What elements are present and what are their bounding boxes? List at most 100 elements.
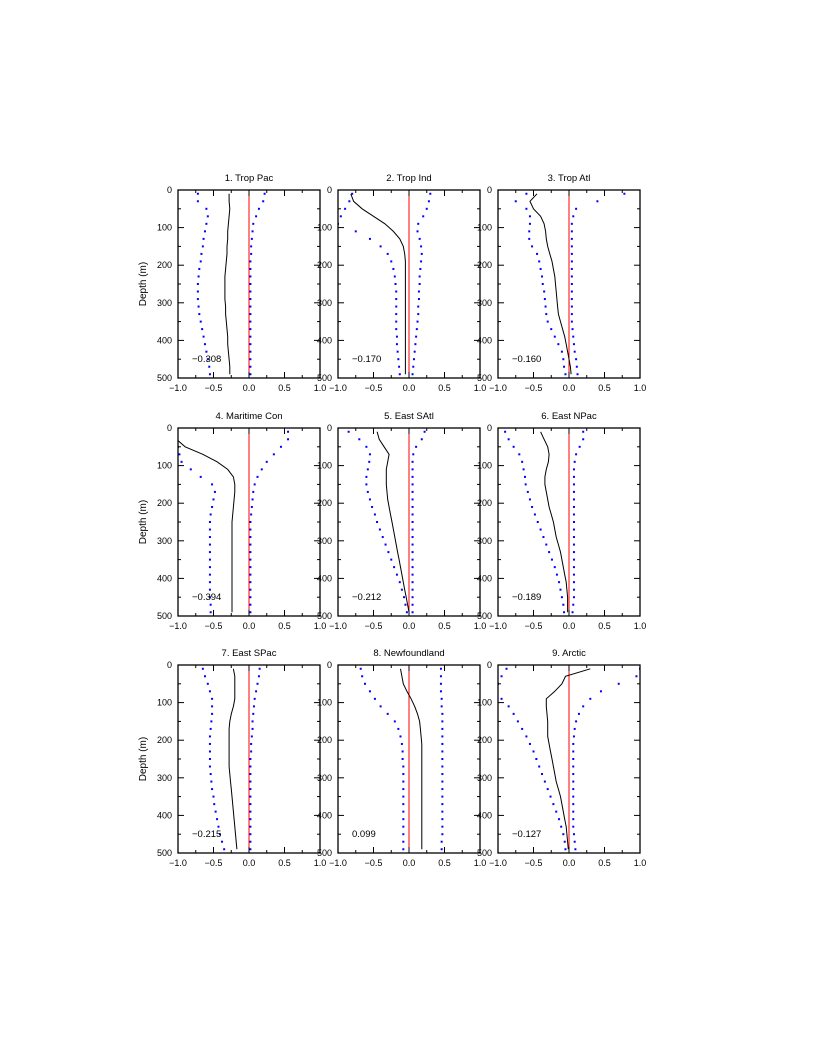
upper-bound-point xyxy=(573,727,576,730)
x-tick-label: 1.0 xyxy=(314,858,327,868)
upper-bound-point xyxy=(417,222,420,225)
upper-bound-point xyxy=(413,350,416,353)
lower-bound-point xyxy=(402,825,405,828)
y-tick-label: 100 xyxy=(157,223,172,233)
lower-bound-point xyxy=(403,596,406,599)
lower-bound-point xyxy=(507,438,510,441)
lower-bound-point xyxy=(394,283,397,285)
lower-bound-point xyxy=(545,543,548,546)
upper-bound-point xyxy=(572,833,575,836)
y-tick-label: 500 xyxy=(477,611,492,621)
y-tick-label: 0 xyxy=(167,423,172,433)
lower-bound-point xyxy=(401,750,404,753)
upper-bound-point xyxy=(251,720,254,723)
x-tick-label: 0.5 xyxy=(438,858,451,868)
lower-bound-point xyxy=(560,825,563,828)
panel-5: 5. East SAtl −1.0 −0.5 0.0 0.5 1.0 0 100 200 300 4… xyxy=(317,411,486,631)
lower-bound-point xyxy=(528,237,531,240)
lower-bound-point xyxy=(564,848,567,851)
upper-bound-series xyxy=(572,667,640,851)
upper-bound-point xyxy=(249,581,252,584)
lower-bound-point xyxy=(381,536,384,539)
lower-bound-point xyxy=(384,543,387,546)
lower-bound-series xyxy=(504,430,566,614)
y-tick-label: 400 xyxy=(157,573,172,583)
x-tick-label: −1.0 xyxy=(169,621,187,631)
upper-bound-point xyxy=(572,581,575,584)
upper-bound-point xyxy=(249,283,252,285)
x-tick-label: −1.0 xyxy=(329,858,347,868)
lower-bound-point xyxy=(536,521,539,523)
lower-bound-point xyxy=(543,298,546,301)
panel-4: 4. Maritime Con −1.0 −0.5 0.0 0.5 1.0 0 100 200 3… xyxy=(138,411,326,631)
lower-bound-point xyxy=(344,207,347,210)
upper-bound-point xyxy=(249,803,252,806)
upper-bound-point xyxy=(441,765,444,768)
y-tick-label: 100 xyxy=(317,223,332,233)
correlation-value: −0.189 xyxy=(512,592,541,603)
lower-bound-point xyxy=(500,697,503,700)
upper-bound-point xyxy=(262,200,265,203)
x-tick-label: 0.0 xyxy=(403,858,416,868)
y-tick-label: 100 xyxy=(477,223,492,233)
x-tick-label: −0.5 xyxy=(205,621,223,631)
upper-bound-point xyxy=(250,505,253,508)
upper-bound-point xyxy=(287,430,290,433)
upper-bound-point xyxy=(441,720,444,723)
upper-bound-point xyxy=(599,690,602,693)
upper-bound-point xyxy=(582,430,585,433)
upper-bound-point xyxy=(249,298,252,301)
lower-bound-point xyxy=(208,588,211,591)
upper-bound-point xyxy=(582,705,585,708)
panel-title: 1. Trop Pac xyxy=(225,173,274,184)
lower-bound-point xyxy=(400,588,403,591)
lower-bound-point xyxy=(532,750,535,753)
lower-bound-series xyxy=(514,192,567,376)
upper-bound-point xyxy=(440,840,443,843)
upper-bound-point xyxy=(251,727,254,730)
lower-bound-point xyxy=(212,795,215,798)
x-tick-label: 0.0 xyxy=(403,621,416,631)
upper-bound-point xyxy=(252,712,255,715)
y-tick-label: 200 xyxy=(317,260,332,270)
upper-bound-point xyxy=(572,795,575,798)
lower-bound-point xyxy=(208,365,211,368)
upper-bound-point xyxy=(574,848,577,851)
upper-bound-point xyxy=(570,222,573,225)
lower-bound-point xyxy=(404,603,407,606)
upper-bound-point xyxy=(575,453,578,456)
upper-bound-point xyxy=(572,758,575,760)
upper-bound-point xyxy=(420,245,423,248)
lower-bound-point xyxy=(209,611,212,614)
lower-bound-point xyxy=(208,566,211,569)
upper-bound-point xyxy=(575,358,578,361)
upper-bound-point xyxy=(411,566,414,569)
upper-bound-point xyxy=(441,818,444,821)
upper-bound-point xyxy=(441,735,444,738)
upper-bound-point xyxy=(572,735,575,738)
upper-bound-point xyxy=(412,358,415,361)
lower-bound-point xyxy=(400,742,403,745)
upper-bound-point xyxy=(572,498,575,501)
x-tick-label: 0.5 xyxy=(278,383,291,393)
panel-title: 9. Arctic xyxy=(552,648,586,659)
y-tick-label: 100 xyxy=(477,698,492,708)
upper-bound-point xyxy=(572,788,575,791)
y-tick-label: 500 xyxy=(157,611,172,621)
upper-bound-point xyxy=(249,603,252,606)
lower-bound-point xyxy=(395,328,398,331)
lower-bound-point xyxy=(208,690,211,693)
upper-bound-point xyxy=(441,742,444,745)
y-tick-label: 0 xyxy=(327,660,332,670)
upper-bound-point xyxy=(249,260,252,263)
lower-bound-point xyxy=(526,490,529,493)
x-tick-label: 0.5 xyxy=(438,383,451,393)
y-tick-label: 400 xyxy=(157,335,172,345)
lower-bound-point xyxy=(211,712,214,715)
lower-bound-point xyxy=(545,313,548,316)
upper-bound-point xyxy=(441,825,444,828)
upper-bound-point xyxy=(576,373,579,376)
upper-bound-point xyxy=(249,818,252,821)
y-tick-label: 400 xyxy=(157,810,172,820)
upper-bound-point xyxy=(572,558,575,561)
